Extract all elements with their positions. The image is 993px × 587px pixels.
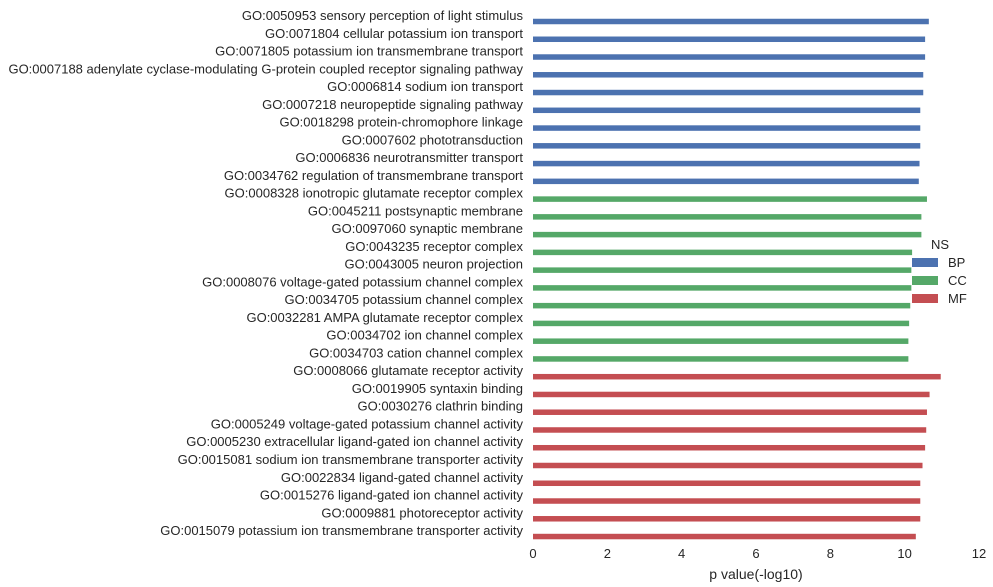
- category-label: GO:0043005 neuron projection: [344, 257, 523, 272]
- category-label: GO:0022834 ligand-gated channel activity: [281, 470, 524, 485]
- bar-mf: [533, 480, 921, 487]
- category-label: GO:0018298 protein-chromophore linkage: [279, 115, 523, 130]
- bar-mf: [533, 533, 916, 540]
- x-tick-label: 2: [604, 546, 611, 561]
- bar-cc: [533, 338, 909, 344]
- bar-cc: [533, 320, 910, 327]
- bar-bp: [533, 18, 929, 25]
- category-label: GO:0034702 ion channel complex: [326, 328, 523, 343]
- category-label: GO:0050953 sensory perception of light s…: [242, 8, 524, 23]
- bar-cc: [533, 249, 913, 256]
- category-label: GO:0006836 neurotransmitter transport: [295, 150, 523, 165]
- category-label: GO:0045211 postsynaptic membrane: [308, 203, 523, 218]
- bar-bp: [533, 143, 921, 149]
- legend-label-cc: CC: [948, 273, 967, 288]
- bar-mf: [533, 516, 921, 522]
- category-label: GO:0015079 potassium ion transmembrane t…: [160, 523, 523, 538]
- x-tick-label: 0: [529, 546, 536, 561]
- category-label: GO:0097060 synaptic membrane: [332, 221, 524, 236]
- category-label: GO:0030276 clathrin binding: [357, 399, 523, 414]
- bar-mf: [533, 409, 927, 415]
- bar-bp: [533, 54, 926, 60]
- x-tick-label: 6: [752, 546, 759, 561]
- bar-cc: [533, 285, 912, 291]
- bar-bp: [533, 89, 924, 96]
- bar-cc: [533, 231, 922, 238]
- legend-title: NS: [931, 237, 949, 252]
- category-label: GO:0006814 sodium ion transport: [327, 79, 523, 94]
- bar-mf: [533, 444, 926, 451]
- category-label: GO:0007188 adenylate cyclase-modulating …: [8, 61, 523, 76]
- category-label: GO:0019905 syntaxin binding: [352, 381, 523, 396]
- x-axis-title: p value(-log10): [709, 566, 802, 582]
- category-label: GO:0015081 sodium ion transmembrane tran…: [178, 452, 524, 467]
- bar-cc: [533, 267, 912, 273]
- bars-group: [533, 18, 941, 540]
- category-label: GO:0008076 voltage-gated potassium chann…: [202, 274, 523, 289]
- bar-bp: [533, 160, 920, 167]
- category-label: GO:0034762 regulation of transmembrane t…: [224, 168, 524, 183]
- category-label: GO:0043235 receptor complex: [345, 239, 523, 254]
- category-label: GO:0007218 neuropeptide signaling pathwa…: [262, 97, 523, 112]
- bar-bp: [533, 178, 919, 185]
- legend-swatch-cc: [912, 276, 938, 285]
- category-label: GO:0009881 photoreceptor activity: [321, 505, 523, 520]
- legend-label-bp: BP: [948, 255, 965, 270]
- category-label: GO:0005249 voltage-gated potassium chann…: [211, 416, 524, 431]
- bar-cc: [533, 356, 909, 362]
- category-label: GO:0015276 ligand-gated ion channel acti…: [260, 488, 524, 503]
- category-label: GO:0005230 extracellular ligand-gated io…: [186, 434, 523, 449]
- category-label: GO:0008328 ionotropic glutamate receptor…: [225, 186, 524, 201]
- category-label: GO:0034703 cation channel complex: [309, 345, 523, 360]
- bar-mf: [533, 427, 927, 433]
- bar-mf: [533, 373, 941, 380]
- category-label: GO:0032281 AMPA glutamate receptor compl…: [246, 310, 523, 325]
- category-label: GO:0007602 phototransduction: [342, 132, 523, 147]
- bar-bp: [533, 72, 924, 78]
- legend-label-mf: MF: [948, 291, 967, 306]
- bar-cc: [533, 214, 922, 220]
- legend-swatch-mf: [912, 294, 938, 303]
- x-tick-labels: 0 2 4 6 8 10 12: [529, 546, 986, 561]
- bar-bp: [533, 36, 926, 43]
- legend-swatch-bp: [912, 258, 938, 267]
- legend: NS BP CC MF: [912, 237, 967, 306]
- category-label: GO:0071804 cellular potassium ion transp…: [265, 26, 523, 41]
- bar-mf: [533, 498, 921, 504]
- x-tick-label: 10: [897, 546, 911, 561]
- x-tick-label: 12: [972, 546, 986, 561]
- bar-mf: [533, 391, 930, 398]
- bar-cc: [533, 196, 927, 202]
- category-label: GO:0034705 potassium channel complex: [285, 292, 524, 307]
- bar-mf: [533, 462, 923, 469]
- bar-cc: [533, 302, 911, 309]
- category-labels: GO:0050953 sensory perception of light s…: [8, 8, 523, 538]
- category-label: GO:0008066 glutamate receptor activity: [293, 363, 523, 378]
- x-tick-label: 8: [827, 546, 834, 561]
- bar-bp: [533, 107, 921, 114]
- x-tick-label: 4: [678, 546, 685, 561]
- category-label: GO:0071805 potassium ion transmembrane t…: [215, 44, 523, 59]
- bar-bp: [533, 125, 921, 131]
